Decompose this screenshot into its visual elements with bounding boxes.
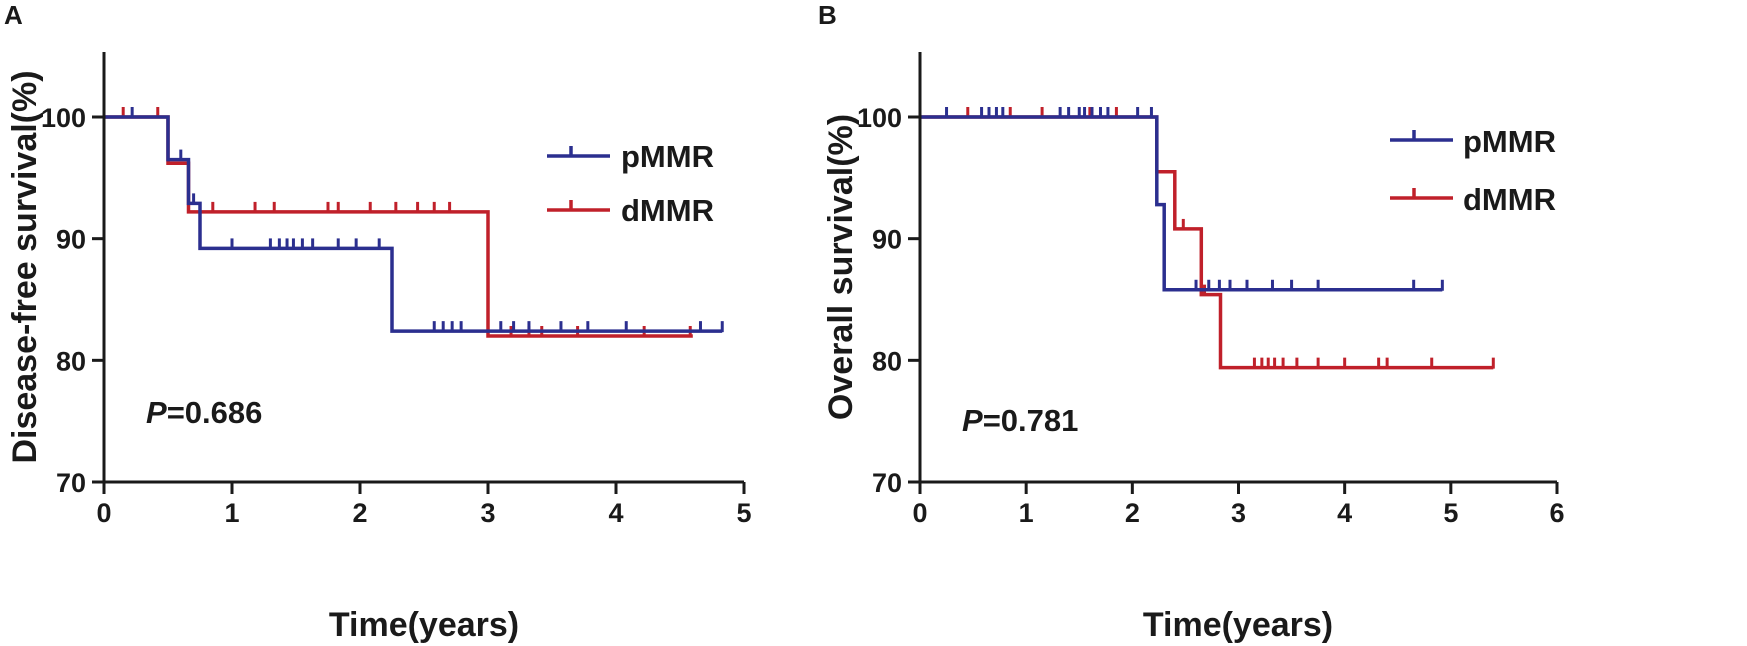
panel-b: B 0 1 2 3 4 5 6 70 80 90 100 Time(years) Overall s… xyxy=(818,0,1565,644)
legend-swatch-pmmr-b xyxy=(1390,130,1453,142)
panel-a-axes xyxy=(102,52,744,484)
legend-swatch-dmmr-b xyxy=(1390,188,1453,200)
y-tick-label-b: 90 xyxy=(872,225,902,255)
legend-swatch-dmmr-a xyxy=(547,200,610,212)
p-symbol-b: P xyxy=(962,403,983,438)
km-curve-dmmr-a xyxy=(104,115,693,338)
legend-label-dmmr-b: dMMR xyxy=(1463,182,1556,217)
panel-a-ticks: 0 1 2 3 4 5 70 80 90 100 xyxy=(41,103,752,528)
x-tick-label-a: 0 xyxy=(96,498,111,528)
panel-label-b: B xyxy=(818,0,837,30)
p-number-b: =0.781 xyxy=(983,403,1079,438)
legend-label-pmmr-b: pMMR xyxy=(1463,124,1556,159)
y-tick-label-b: 80 xyxy=(872,346,902,376)
panel-b-marks xyxy=(920,107,1495,370)
panel-a: A 0 1 2 3 4 5 70 80 90 100 Time(years) Disease-fr… xyxy=(4,0,752,644)
p-number-a: =0.686 xyxy=(167,395,263,430)
y-tick-label-a: 80 xyxy=(56,346,86,376)
x-tick-label-b: 3 xyxy=(1231,498,1246,528)
x-tick-label-b: 4 xyxy=(1337,498,1352,528)
legend-a: pMMR dMMR xyxy=(547,139,714,228)
x-tick-label-b: 1 xyxy=(1019,498,1034,528)
x-axis-label-a: Time(years) xyxy=(329,606,519,644)
legend-label-dmmr-a: dMMR xyxy=(621,193,714,228)
x-tick-label-a: 5 xyxy=(736,498,751,528)
y-axis-label-b: Overall survival(%) xyxy=(822,114,860,420)
x-tick-label-b: 6 xyxy=(1549,498,1564,528)
x-tick-label-a: 4 xyxy=(608,498,623,528)
x-tick-label-a: 2 xyxy=(352,498,367,528)
x-tick-label-a: 3 xyxy=(480,498,495,528)
y-tick-label-a: 100 xyxy=(41,103,86,133)
x-axis-label-b: Time(years) xyxy=(1143,606,1333,644)
km-curve-pmmr-b xyxy=(920,115,1443,292)
x-tick-label-b: 2 xyxy=(1125,498,1140,528)
panel-a-marks xyxy=(104,107,724,338)
y-tick-label-a: 70 xyxy=(56,468,86,498)
x-tick-label-b: 5 xyxy=(1443,498,1458,528)
p-symbol-a: P xyxy=(146,395,167,430)
y-tick-label-b: 100 xyxy=(857,103,902,133)
legend-label-pmmr-a: pMMR xyxy=(621,139,714,174)
y-axis-label-a: Disease-free survival(%) xyxy=(6,70,44,463)
p-value-a: P=0.686 xyxy=(146,395,262,430)
km-curve-dmmr-b xyxy=(920,115,1494,370)
y-tick-label-a: 90 xyxy=(56,225,86,255)
y-tick-label-b: 70 xyxy=(872,468,902,498)
legend-b: pMMR dMMR xyxy=(1390,124,1556,217)
panel-b-ticks: 0 1 2 3 4 5 6 70 80 90 100 xyxy=(857,103,1565,528)
p-value-b: P=0.781 xyxy=(962,403,1078,438)
x-tick-label-a: 1 xyxy=(224,498,239,528)
legend-swatch-pmmr-a xyxy=(547,146,610,158)
panel-label-a: A xyxy=(4,0,23,30)
x-tick-label-b: 0 xyxy=(912,498,927,528)
